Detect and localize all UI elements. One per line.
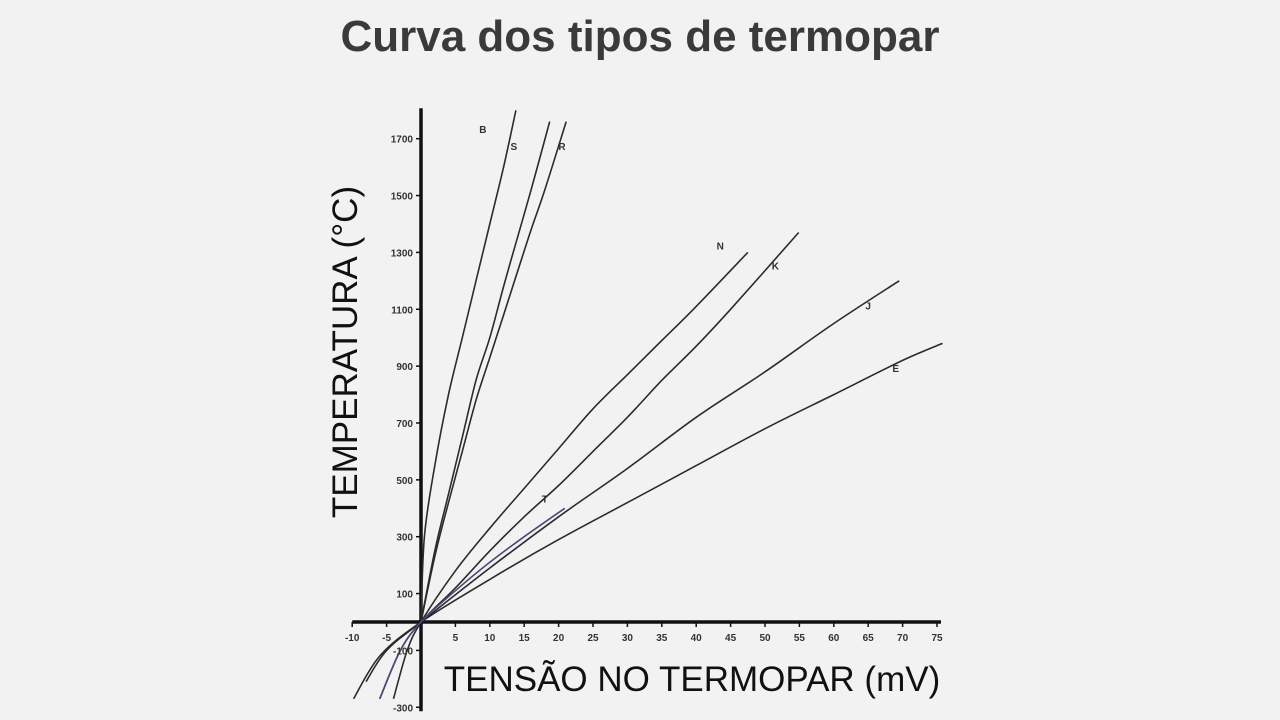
x-tick-label: -10 — [345, 633, 360, 644]
curve-e — [352, 342, 943, 700]
x-tick-label: 60 — [828, 633, 840, 644]
y-tick-label: -300 — [393, 703, 413, 714]
curve-label-s: S — [511, 142, 518, 153]
x-tick-label: 10 — [484, 633, 496, 644]
x-tick-label: 75 — [931, 633, 943, 644]
x-tick-label: 30 — [622, 633, 634, 644]
x-tick-label: 15 — [519, 633, 531, 644]
y-tick-label: 1500 — [391, 192, 414, 203]
x-tick-label: 20 — [553, 633, 565, 644]
x-tick-label: -5 — [382, 633, 391, 644]
x-tick-label: 70 — [897, 633, 909, 644]
x-tick-label: 55 — [794, 633, 806, 644]
curve-label-n: N — [717, 242, 724, 253]
x-tick-label: 45 — [725, 633, 737, 644]
curve-label-k: K — [772, 261, 780, 272]
curve-label-b: B — [479, 125, 486, 136]
curve-label-r: R — [558, 142, 566, 153]
x-tick-label: 40 — [691, 633, 703, 644]
x-tick-label: 5 — [453, 633, 459, 644]
y-tick-label: 1300 — [391, 248, 414, 259]
curve-r — [420, 121, 567, 623]
chart-ticks: -10 -5 5 10 15 20 25 30 35 40 45 50 55 60 65 70 75 -300 -1… — [345, 135, 943, 715]
y-tick-label: -100 — [393, 646, 413, 657]
curve-n — [392, 251, 749, 700]
chart-axes — [352, 108, 941, 712]
y-tick-label: 500 — [396, 476, 413, 487]
chart-curves — [352, 110, 943, 700]
curve-k — [378, 231, 800, 700]
curve-s — [420, 121, 551, 623]
x-tick-label: 25 — [587, 633, 599, 644]
y-tick-label: 100 — [396, 590, 413, 601]
y-tick-label: 1700 — [391, 135, 414, 146]
x-tick-label: 50 — [759, 633, 771, 644]
curve-label-e: E — [892, 364, 899, 375]
x-tick-label: 35 — [656, 633, 668, 644]
x-axis-title: TENSÃO NO TERMOPAR (mV) — [444, 660, 941, 699]
x-tick-label: 65 — [863, 633, 875, 644]
curve-t — [378, 507, 566, 700]
y-tick-label: 1100 — [391, 305, 413, 316]
y-tick-label: 900 — [396, 362, 413, 373]
slide-title: Curva dos tipos de termopar — [340, 12, 940, 61]
curve-label-j: J — [865, 301, 871, 312]
y-tick-label: 700 — [396, 419, 413, 430]
curve-b — [420, 110, 517, 623]
chart-curve-labels: B S R N K J E T — [479, 125, 899, 506]
y-tick-label: 300 — [396, 533, 413, 544]
curve-label-t: T — [542, 495, 548, 506]
y-axis-title: TEMPERATURA (°C) — [326, 186, 365, 518]
